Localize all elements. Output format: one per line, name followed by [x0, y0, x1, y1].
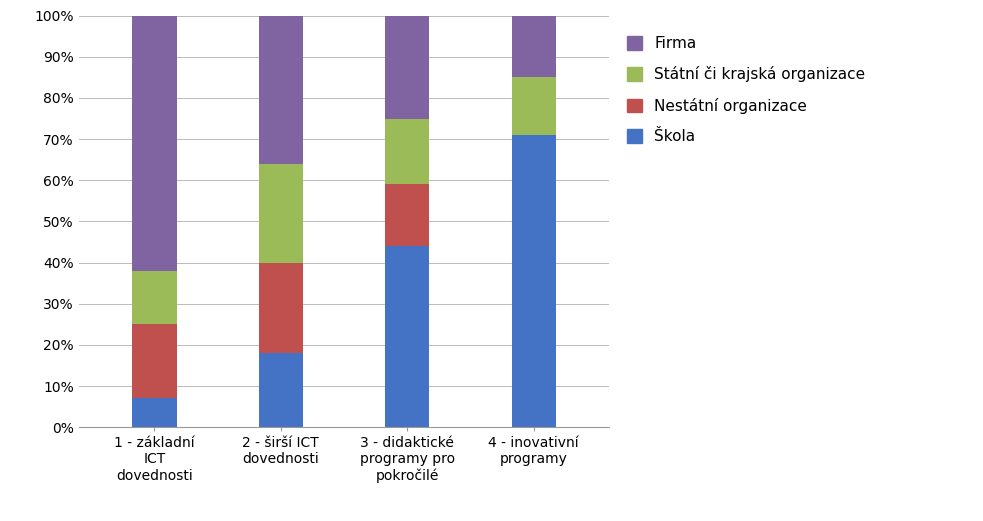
Bar — [259, 164, 303, 263]
Bar — [133, 271, 177, 324]
Bar — [385, 16, 430, 119]
Bar — [259, 16, 303, 164]
Bar — [133, 399, 177, 427]
Bar — [259, 353, 303, 427]
Bar — [259, 263, 303, 353]
Bar — [511, 77, 555, 135]
Legend: Firma, Státní či krajská organizace, Nestátní organizace, Škola: Firma, Státní či krajská organizace, Nes… — [622, 31, 870, 148]
Bar — [385, 119, 430, 184]
Bar — [385, 184, 430, 246]
Bar — [133, 324, 177, 399]
Bar — [133, 16, 177, 271]
Bar — [385, 246, 430, 427]
Bar — [511, 16, 555, 77]
Bar — [511, 135, 555, 427]
